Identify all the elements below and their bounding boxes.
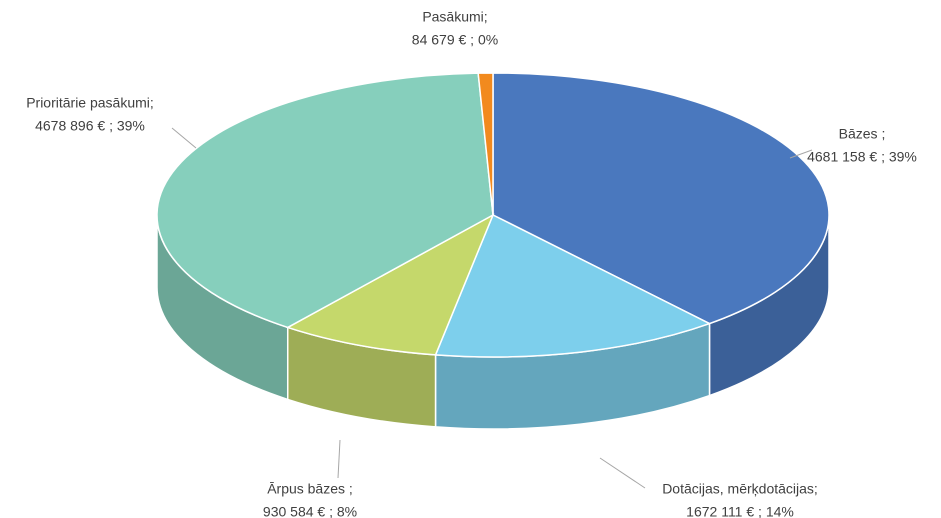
leader-line	[171, 127, 197, 149]
slice	[285, 213, 495, 356]
leader-line	[599, 457, 646, 489]
value-label: 1672 111 € ; 14%	[686, 504, 794, 518]
value-label: 4681 158 € ; 39%	[807, 149, 917, 165]
category-label: Ārpus bāzes ;	[267, 481, 353, 497]
slice	[477, 72, 494, 216]
slice	[434, 213, 712, 358]
leader-line	[337, 439, 341, 479]
value-label: 84 679 € ; 0%	[412, 32, 498, 48]
value-label: 4678 896 € ; 39%	[35, 118, 145, 134]
category-label: Pasākumi;	[422, 9, 487, 25]
leader-line	[789, 149, 813, 159]
category-label: Prioritārie pasākumi;	[26, 95, 154, 111]
category-label: Bāzes ;	[839, 126, 886, 142]
slice	[492, 72, 830, 325]
category-label: Dotācijas, mērķdotācijas;	[662, 481, 818, 497]
value-label: 930 584 € ; 8%	[263, 504, 357, 518]
slice	[156, 72, 494, 329]
